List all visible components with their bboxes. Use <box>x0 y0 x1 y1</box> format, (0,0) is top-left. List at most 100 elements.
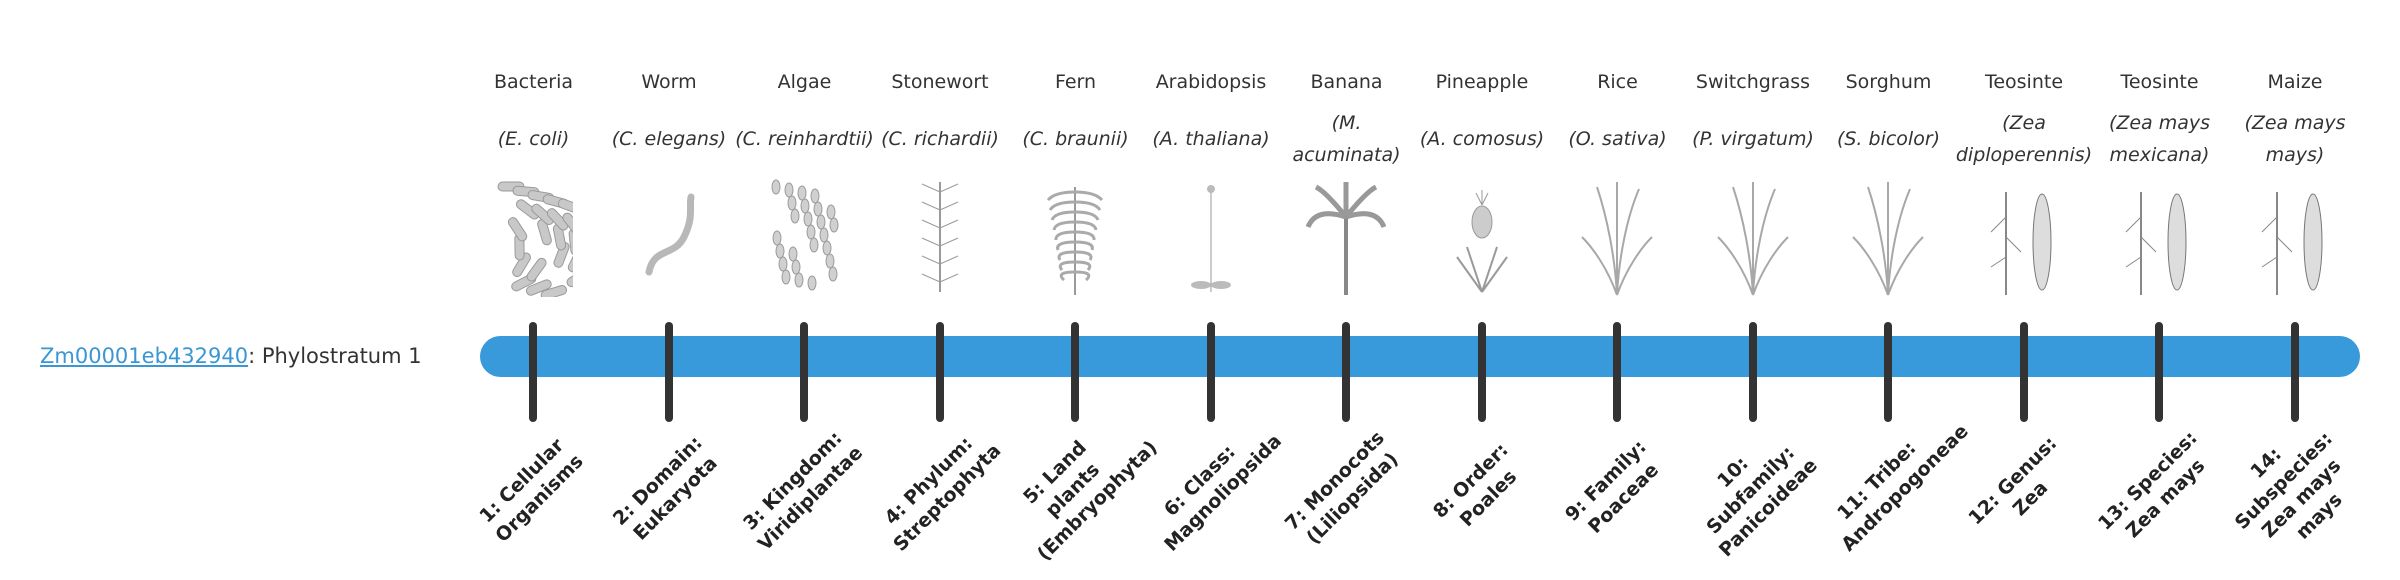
organism-scientific-name: (M. acuminata) <box>1275 107 1418 171</box>
scientific-name-text: (Zea mays mexicana) <box>2108 112 2211 166</box>
scientific-name-text: (C. braunii) <box>1022 128 1129 150</box>
separator: : <box>248 344 256 368</box>
stratum-label-text: 11: Tribe: Andropogoneae <box>1833 420 1973 556</box>
stratum-label: 12: Genus: Zea <box>1947 430 2097 550</box>
maize-icon <box>2255 177 2335 297</box>
gene-id-link[interactable]: Zm00001eb432940 <box>40 344 249 368</box>
stratum-tick-mark <box>2019 322 2028 422</box>
stratum-label-text: 4: Phylum: Streptophyta <box>879 432 1005 556</box>
phylostratum-timeline-bar <box>480 336 2360 377</box>
stratum-label: 11: Tribe: Andropogoneae <box>1811 420 1973 556</box>
organism-scientific-name: (C. elegans) <box>598 107 741 171</box>
scientific-name-text: (A. comosus) <box>1419 128 1545 150</box>
stratum-tick-mark <box>529 322 537 422</box>
organism-common-name: Switchgrass <box>1695 71 1811 93</box>
scientific-name-text: (C. reinhardtii) <box>735 128 874 150</box>
stratum-label: 4: Phylum: Streptophyta <box>863 430 1013 555</box>
stratum-label: 13: Species: Zea mays <box>2082 427 2232 550</box>
stratum-label-text: 12: Genus: Zea <box>1963 432 2061 530</box>
gene-phylostratum-label: Zm00001eb432940: Phylostratum 1 <box>40 340 422 372</box>
stratum-label-text: 1: Cellular Organisms <box>475 434 588 547</box>
stratum-label: 7: Monocots (Liliopsida) <box>1269 427 1419 550</box>
organism-scientific-name: (A. thaliana) <box>1140 107 1283 171</box>
organism-common-name: Pineapple <box>1435 71 1529 93</box>
organism-common-name: Banana <box>1310 71 1383 93</box>
organism-common-name: Teosinte <box>2120 71 2199 93</box>
scientific-name-text: (Zea mays mays) <box>2244 112 2346 166</box>
organism-scientific-name: (Zea mays mays) <box>2224 107 2367 171</box>
organism-common-name: Sorghum <box>1845 71 1932 93</box>
organism-scientific-name: (P. virgatum) <box>1682 107 1825 171</box>
stratum-label-text: 3: Kingdom: Viridiplantae <box>739 427 868 556</box>
stratum-label: 2: Domain: Eukaryota <box>592 430 742 550</box>
stonewort-icon <box>900 177 980 297</box>
organism-common-name: Stonewort <box>891 71 989 93</box>
scientific-name-text: (S. bicolor) <box>1836 128 1941 150</box>
bacteria-icon <box>493 177 591 301</box>
organism-scientific-name: (Zea mays mexicana) <box>2088 107 2231 171</box>
scientific-name-text: (A. thaliana) <box>1152 128 1270 150</box>
stratum-label: 14: Subspecies: Zea mays mays <box>2218 428 2368 550</box>
fern-icon <box>1035 177 1115 297</box>
organism-scientific-name: (C. braunii) <box>1004 107 1147 171</box>
stratum-label: 6: Class: Magnoliopsida <box>1134 430 1285 556</box>
organism-common-name: Algae <box>777 71 832 93</box>
organism-common-name: Bacteria <box>494 71 573 93</box>
stratum-tick-mark <box>1477 322 1486 422</box>
stratum-tick-mark <box>1613 322 1621 422</box>
worm-icon <box>629 177 709 297</box>
pineapple-icon <box>1442 177 1522 297</box>
scientific-name-text: (O. sativa) <box>1568 128 1667 150</box>
teosinte-mexicana-icon <box>2119 177 2199 297</box>
stratum-tick-mark <box>1206 322 1215 422</box>
scientific-name-text: (P. virgatum) <box>1692 128 1814 150</box>
stratum-tick-mark <box>2290 322 2299 422</box>
organism-scientific-name: (C. richardii) <box>869 107 1012 171</box>
stratum-label: 9: Family: Poaceae <box>1540 430 1690 550</box>
stratum-label: 8: Order: Poales <box>1405 430 1555 550</box>
sorghum-icon <box>1848 177 1928 297</box>
stratum-tick-mark <box>800 322 808 422</box>
stratum-label-text: 14: Subspecies: Zea mays mays <box>2230 427 2347 544</box>
organism-scientific-name: (Zea diploperennis) <box>1953 107 2096 171</box>
arabidopsis-icon <box>1171 177 1251 297</box>
stratum-tick-mark <box>2155 322 2163 422</box>
organism-common-name: Fern <box>1054 71 1097 93</box>
scientific-name-text: (E. coli) <box>497 128 570 150</box>
organism-scientific-name: (A. comosus) <box>1411 107 1554 171</box>
rice-icon <box>1577 177 1657 297</box>
organism-scientific-name: (S. bicolor) <box>1817 107 1960 171</box>
stratum-label-text: 9: Family: Poaceae <box>1560 435 1663 538</box>
phylostratum-text: Phylostratum 1 <box>255 344 422 368</box>
scientific-name-text: (C. elegans) <box>611 128 727 150</box>
organism-common-name: Worm <box>641 71 697 93</box>
scientific-name-text: (M. acuminata) <box>1292 112 1401 166</box>
stratum-label-text: 13: Species: Zea mays <box>2093 426 2210 543</box>
stratum-tick-mark <box>1071 322 1079 422</box>
organism-scientific-name: (O. sativa) <box>1546 107 1689 171</box>
stratum-tick-mark <box>1748 322 1757 422</box>
organism-common-name: Teosinte <box>1984 71 2064 93</box>
stratum-tick-mark <box>935 322 944 422</box>
banana-icon <box>1305 177 1387 297</box>
stratum-label-text: 2: Domain: Eukaryota <box>608 431 722 545</box>
stratum-label-text: 5: Land plants (Embryophyta) <box>1019 435 1162 565</box>
scientific-name-text: (Zea diploperennis) <box>1955 112 2093 166</box>
organism-common-name: Rice <box>1597 71 1638 93</box>
teosinte-icon <box>1984 177 2064 297</box>
stratum-tick-mark <box>1342 322 1350 422</box>
stratum-label: 1: Cellular Organisms <box>456 430 606 550</box>
stratum-label-text: 10: Subfamily: Panicoideae <box>1701 441 1822 561</box>
algae-icon <box>764 177 844 297</box>
organism-scientific-name: (E. coli) <box>462 107 605 171</box>
stratum-label: 5: Land plants (Embryophyta) <box>998 430 1162 565</box>
organism-common-name: Maize <box>2267 71 2323 93</box>
stratum-label: 3: Kingdom: Viridiplantae <box>727 427 877 555</box>
stratum-tick-mark <box>664 322 673 422</box>
stratum-label: 10: Subfamily: Panicoideae <box>1676 430 1826 561</box>
stratum-label-text: 7: Monocots (Liliopsida) <box>1280 426 1403 549</box>
organism-common-name: Arabidopsis <box>1155 71 1267 93</box>
organism-scientific-name: (C. reinhardtii) <box>733 107 876 171</box>
stratum-label-text: 8: Order: Poales <box>1428 438 1521 532</box>
switchgrass-icon <box>1713 177 1793 297</box>
